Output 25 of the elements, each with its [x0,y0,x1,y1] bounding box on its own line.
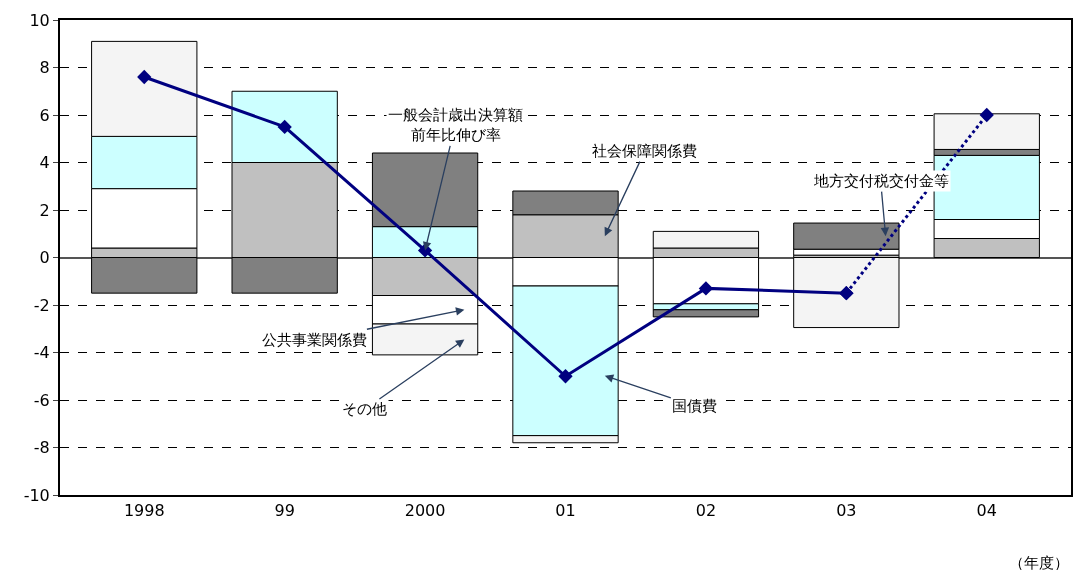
y-tick-label: 0 [39,248,50,268]
y-tick-label: -10 [23,485,50,505]
x-tick-label: 03 [836,501,857,521]
x-tick-label: 2000 [404,501,446,521]
y-tick-label: -8 [33,438,50,458]
series-label: 地方交付税交付金等 [813,172,949,190]
y-tick-label: 4 [39,153,50,173]
text: その他 [342,400,387,418]
y-tick-label: 10 [29,10,50,30]
y-tick-label: -2 [33,295,50,315]
x-tick-label: 02 [695,501,717,521]
text: 社会保障関係費 [592,142,697,160]
x-axis-title: （年度） [1009,554,1069,570]
y-tick-label: 8 [39,58,50,78]
y-tick-label: -4 [33,343,50,363]
y-tick-label: -6 [33,390,50,410]
y-tick-label: 6 [39,105,50,125]
y-tick-label: 2 [39,200,50,220]
x-tick-label: 04 [976,501,997,521]
text: 国債費 [672,397,717,415]
series-label: 公共事業関係費 [262,331,367,349]
x-tick-label: 1998 [123,501,165,521]
text: 一般会計歳出決算額前年比伸び率 [388,106,523,144]
x-tick-label: 01 [555,501,576,521]
x-tick-label: 99 [274,501,295,521]
